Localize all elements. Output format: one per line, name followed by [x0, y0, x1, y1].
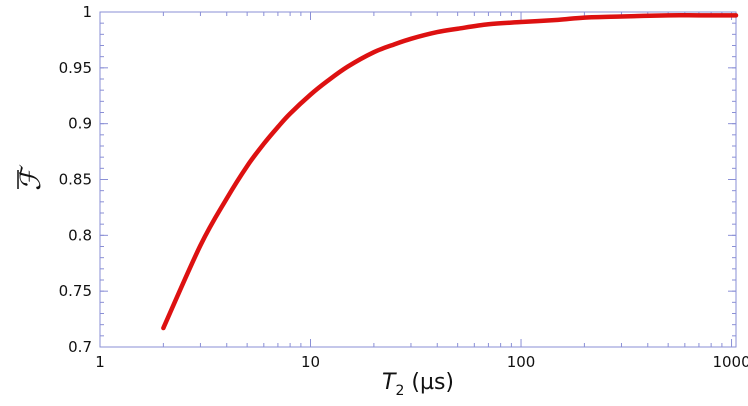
fidelity-curve: [161, 13, 739, 331]
y-tick-label: 0.85: [59, 171, 92, 189]
plot-frame: [99, 11, 737, 348]
x-axis-label-main: T: [382, 370, 397, 395]
y-axis-label: ℱ: [14, 164, 47, 191]
minor-ticks: [100, 11, 736, 348]
y-axis-label-text: ℱ: [14, 164, 47, 191]
tick-labels: 1 10 100 1000 0.7 0.75 0.8 0.85 0.9 0.95 1: [59, 3, 748, 371]
y-tick-label: 0.7: [68, 338, 92, 356]
major-ticks: [99, 11, 736, 348]
x-axis-label-subscript: 2: [395, 383, 404, 399]
x-axis-label-unit: (µs): [411, 370, 454, 395]
x-tick-label: 10: [301, 353, 320, 371]
y-tick-label: 0.9: [68, 115, 92, 133]
y-tick-label: 0.8: [68, 226, 92, 244]
x-axis-label: T2 (µs): [382, 370, 454, 399]
y-tick-label: 0.95: [59, 59, 92, 77]
x-tick-label: 1000: [712, 353, 748, 371]
y-tick-label: 0.75: [59, 282, 92, 300]
x-tick-label: 100: [507, 353, 536, 371]
x-tick-label: 1: [95, 353, 105, 371]
y-tick-label: 1: [82, 3, 92, 21]
